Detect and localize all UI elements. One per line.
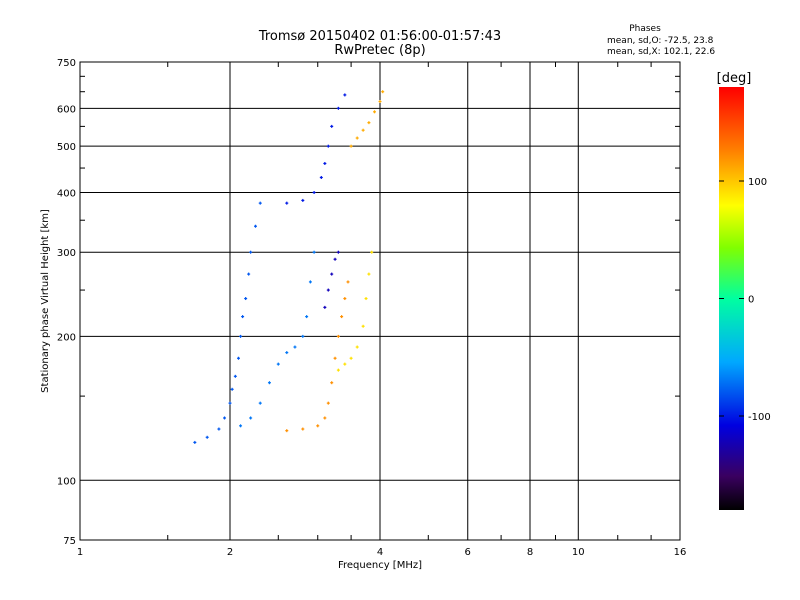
data-point — [316, 424, 320, 428]
data-point — [326, 144, 330, 148]
x-tick-label: 16 — [674, 547, 687, 558]
data-point — [285, 429, 289, 433]
data-point — [267, 381, 271, 385]
data-point — [346, 280, 350, 284]
chart-title-line2: RwPretec (8p) — [334, 43, 425, 58]
data-point — [253, 224, 257, 228]
y-tick-label: 750 — [57, 58, 76, 69]
data-point — [228, 401, 232, 405]
data-point — [367, 272, 371, 276]
data-point — [349, 144, 353, 148]
y-tick-label: 200 — [57, 332, 76, 343]
data-point — [330, 381, 334, 385]
data-point — [305, 315, 309, 319]
data-point — [236, 356, 240, 360]
x-axis-ticks: 1 2 4 6 8 10 16 — [77, 547, 687, 558]
data-point — [244, 297, 248, 301]
data-point — [258, 201, 262, 205]
data-point — [333, 257, 337, 261]
data-point — [333, 356, 337, 360]
chart-title-line1: Tromsø 20150402 01:56:00-01:57:43 — [258, 29, 501, 44]
data-point — [258, 401, 262, 405]
data-point — [343, 362, 347, 366]
colorbar-ticks: 100 0 -100 — [719, 177, 771, 423]
data-point — [319, 175, 323, 179]
y-tick-label: 75 — [63, 536, 76, 547]
colorbar-tick-label: 100 — [748, 177, 767, 188]
data-point — [355, 345, 359, 349]
x-tick-label: 4 — [377, 547, 383, 558]
data-point — [326, 288, 330, 292]
data-point — [323, 305, 327, 309]
data-point — [336, 334, 340, 338]
data-point — [308, 280, 312, 284]
y-tick-label: 400 — [57, 188, 76, 199]
data-point — [349, 356, 353, 360]
data-point — [285, 351, 289, 355]
data-point — [285, 201, 289, 205]
phases-x-stats: mean, sd,X: 102.1, 22.6 — [607, 47, 715, 57]
data-point — [340, 315, 344, 319]
data-points — [193, 90, 385, 444]
data-point — [312, 190, 316, 194]
data-point — [361, 324, 365, 328]
data-point — [361, 128, 365, 132]
data-point — [239, 334, 243, 338]
data-point — [249, 416, 253, 420]
data-point — [247, 272, 251, 276]
data-point — [249, 250, 253, 254]
data-point — [343, 297, 347, 301]
phases-title: Phases — [629, 24, 661, 34]
data-point — [343, 93, 347, 97]
x-axis-label: Frequency [MHz] — [338, 560, 422, 571]
data-point — [301, 334, 305, 338]
data-point — [312, 250, 316, 254]
x-tick-label: 10 — [572, 547, 585, 558]
phases-o-stats: mean, sd,O: -72.5, 23.8 — [607, 36, 714, 46]
data-point — [330, 124, 334, 128]
data-point — [301, 198, 305, 202]
x-tick-label: 8 — [527, 547, 533, 558]
data-point — [323, 416, 327, 420]
colorbar-tick-label: -100 — [748, 412, 771, 423]
data-point — [326, 401, 330, 405]
data-point — [330, 272, 334, 276]
minor-ticks — [80, 62, 680, 540]
data-point — [293, 345, 297, 349]
data-point — [367, 121, 371, 125]
data-point — [370, 250, 374, 254]
data-point — [323, 161, 327, 165]
data-point — [223, 416, 227, 420]
data-point — [217, 427, 221, 431]
data-point — [230, 387, 234, 391]
colorbar-tick-label: 0 — [748, 295, 754, 306]
x-tick-label: 6 — [465, 547, 471, 558]
x-tick-label: 2 — [227, 547, 233, 558]
data-point — [241, 315, 245, 319]
plot-grid — [80, 62, 680, 540]
data-point — [373, 110, 377, 114]
data-point — [355, 136, 359, 140]
y-tick-label: 500 — [57, 142, 76, 153]
data-point — [205, 435, 209, 439]
y-tick-label: 100 — [57, 476, 76, 487]
data-point — [336, 106, 340, 110]
data-point — [233, 374, 237, 378]
data-point — [378, 100, 382, 104]
data-point — [381, 90, 385, 94]
data-point — [276, 362, 280, 366]
data-point — [364, 297, 368, 301]
y-axis-label: Stationary phase Virtual Height [km] — [40, 209, 51, 393]
y-tick-label: 600 — [57, 104, 76, 115]
data-point — [301, 427, 305, 431]
data-point — [193, 440, 197, 444]
colorbar-unit: [deg] — [717, 71, 752, 86]
data-point — [336, 368, 340, 372]
data-point — [239, 424, 243, 428]
y-axis-ticks: 75 100 200 300 400 500 600 750 — [57, 58, 76, 547]
x-tick-label: 1 — [77, 547, 83, 558]
data-point — [336, 250, 340, 254]
y-tick-label: 300 — [57, 248, 76, 259]
